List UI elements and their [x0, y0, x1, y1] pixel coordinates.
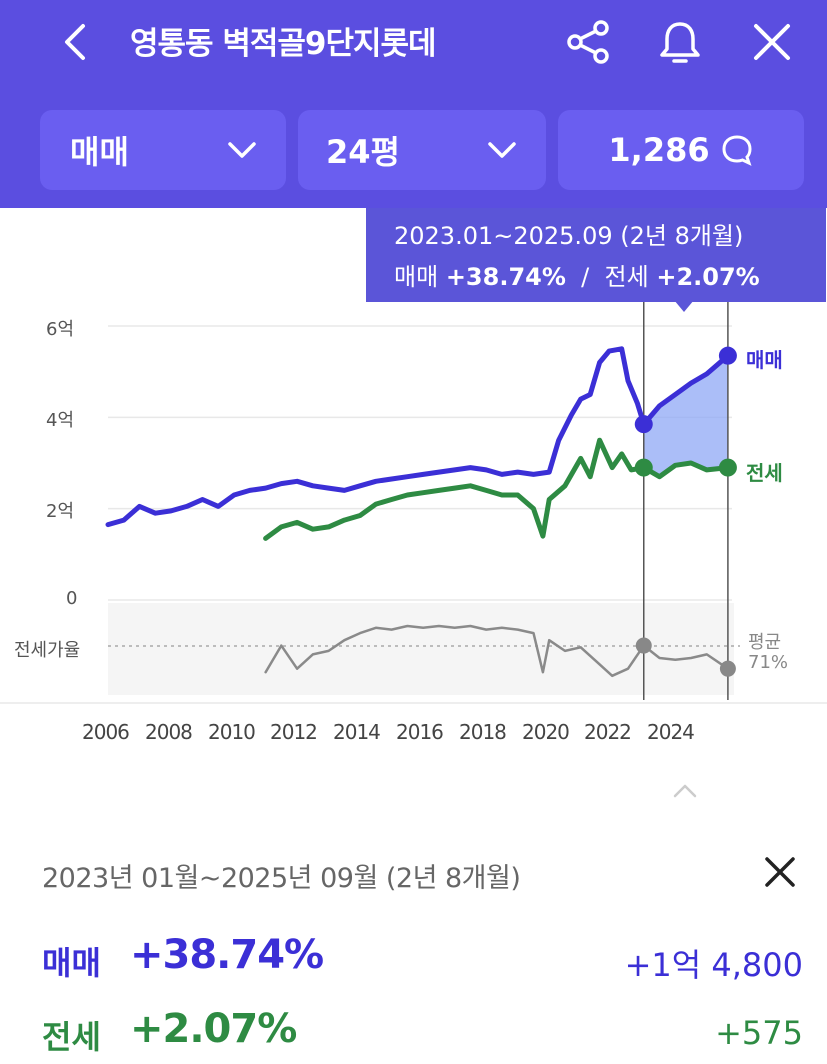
- size-select[interactable]: 24평: [298, 110, 546, 190]
- lease-label: 전세: [42, 1018, 101, 1056]
- x-tick-label: 2006: [82, 720, 130, 744]
- avg-value: 71%: [748, 652, 789, 673]
- x-tick-label: 2020: [522, 720, 570, 744]
- x-tick-label: 2016: [396, 720, 444, 744]
- chevron-down-icon: [488, 142, 516, 158]
- y-tick-label: 4억: [46, 410, 75, 431]
- close-icon: [765, 857, 795, 887]
- chevron-up-icon: [673, 784, 697, 798]
- x-tick-label: 2012: [270, 720, 318, 744]
- tooltip-separator: /: [581, 263, 590, 291]
- y-tick-label: 2억: [46, 501, 75, 522]
- lease-amount: +575: [715, 1014, 803, 1052]
- summary-close-button[interactable]: [760, 852, 800, 896]
- sale-range-end-point: [718, 346, 737, 365]
- sale-amount: +1억 4,800: [624, 946, 803, 984]
- lease-range-start-point: [634, 458, 653, 477]
- tooltip-pointer: [674, 300, 694, 312]
- sale-series-line: [105, 346, 731, 528]
- lease-range-end-point: [718, 458, 737, 477]
- size-value: 24평: [326, 133, 400, 171]
- comments-button[interactable]: 1,286: [558, 110, 804, 190]
- tooltip-sale-label: 매매: [394, 263, 439, 291]
- bell-icon: [660, 22, 700, 63]
- lease-series-label: 전세: [746, 461, 783, 485]
- page-title: 영통동 벽적골9단지롯데: [130, 26, 437, 62]
- comment-icon: [722, 135, 752, 166]
- x-tick-label: 2010: [208, 720, 256, 744]
- ratio-band: [108, 603, 734, 695]
- price-chart[interactable]: [0, 300, 827, 770]
- collapse-handle[interactable]: [672, 782, 698, 804]
- tooltip-sale-pct: +38.74%: [445, 263, 566, 291]
- chevron-down-icon: [228, 142, 256, 158]
- x-tick-label: 2022: [584, 720, 632, 744]
- sale-label: 매매: [42, 944, 101, 982]
- y-tick-label: 6억: [46, 319, 75, 340]
- notification-button[interactable]: [652, 14, 708, 70]
- close-icon: [754, 24, 790, 60]
- ratio-range-start-point: [635, 637, 652, 654]
- deal-type-value: 매매: [70, 133, 129, 171]
- range-tooltip: 2023.01~2025.09 (2년 8개월) 매매 +38.74% / 전세…: [366, 208, 826, 302]
- ratio-range-end-point: [719, 660, 736, 677]
- sale-range-start-point: [634, 415, 653, 434]
- comment-count: 1,286: [608, 131, 710, 169]
- x-tick-label: 2008: [145, 720, 193, 744]
- close-button[interactable]: [744, 14, 800, 70]
- x-tick-label: 2024: [647, 720, 695, 744]
- x-tick-label: 2014: [333, 720, 381, 744]
- y-tick-label: 0: [66, 588, 78, 609]
- tooltip-lease-pct: +2.07%: [656, 263, 760, 291]
- tooltip-lease-label: 전세: [604, 263, 649, 291]
- avg-label: 평균: [748, 632, 782, 653]
- sale-pct: +38.74%: [130, 932, 324, 978]
- summary-range: 2023년 01월~2025년 09월 (2년 8개월): [42, 863, 521, 894]
- tooltip-changes: 매매 +38.74% / 전세 +2.07%: [394, 257, 826, 298]
- back-button[interactable]: [46, 14, 102, 70]
- x-tick-label: 2018: [459, 720, 507, 744]
- range-fill: [643, 355, 728, 477]
- share-icon: [567, 20, 609, 64]
- lease-pct: +2.07%: [130, 1006, 297, 1052]
- tooltip-period: 2023.01~2025.09 (2년 8개월): [394, 222, 744, 250]
- share-button[interactable]: [560, 14, 616, 70]
- chevron-left-icon: [65, 24, 85, 60]
- sale-series-label: 매매: [746, 348, 783, 372]
- header-bar: 영통동 벽적골9단지롯데 매매 24평 1,286: [0, 0, 827, 208]
- ratio-label: 전세가율: [14, 640, 81, 661]
- deal-type-select[interactable]: 매매: [40, 110, 286, 190]
